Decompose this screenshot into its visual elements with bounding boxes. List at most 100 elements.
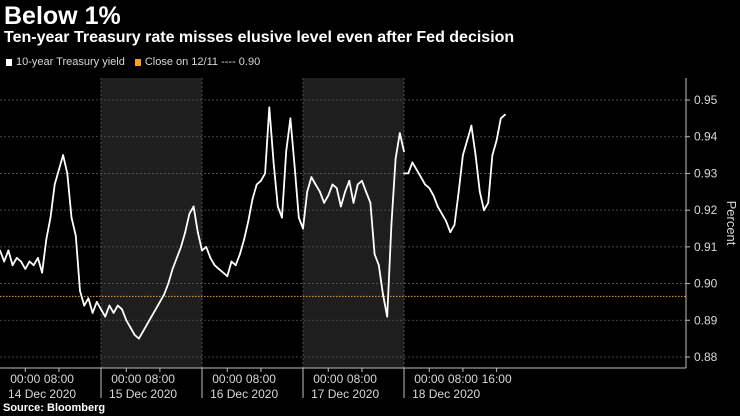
data-point-0-3-13	[356, 183, 359, 186]
data-point-0-2-8	[234, 264, 237, 267]
data-point-0-4-1	[407, 172, 410, 175]
data-point-0-2-7	[230, 260, 233, 263]
data-point-0-3-22	[394, 157, 397, 160]
data-point-0-3-20	[386, 315, 389, 318]
data-point-0-0-17	[70, 216, 73, 219]
data-point-0-3-10	[344, 190, 346, 193]
data-point-0-1-5	[121, 308, 123, 311]
data-point-0-1-1	[104, 315, 107, 318]
data-point-0-1-2	[108, 304, 111, 307]
data-point-0-1-11	[146, 323, 149, 325]
data-point-0-2-12	[251, 198, 254, 201]
data-point-0-0-14	[58, 168, 60, 171]
data-point-0-2-18	[276, 205, 279, 208]
day-shading-group	[101, 78, 405, 368]
data-point-0-0-18	[74, 234, 77, 237]
data-point-0-3-1	[306, 190, 309, 193]
data-point-0-3-21	[390, 223, 393, 226]
series-line-segment-0-2	[201, 106, 304, 278]
data-point-0-1-19	[180, 246, 182, 248]
data-point-0-4-2	[411, 161, 414, 164]
data-point-0-1-23	[196, 231, 199, 234]
x-tick-label-6: 00:00	[313, 372, 343, 386]
data-point-0-1-10	[142, 330, 145, 333]
data-point-0-3-0	[302, 227, 304, 230]
data-point-0-0-2	[7, 249, 10, 252]
data-point-0-2-11	[247, 220, 250, 223]
legend-label-close: Close on 12/11 ---- 0.90	[144, 56, 261, 68]
data-point-0-4-0	[403, 172, 405, 175]
data-point-0-4-8	[436, 205, 439, 208]
y-tick-label-2: 0.90	[694, 277, 718, 291]
data-point-0-3-14	[361, 179, 363, 182]
data-point-0-0-0	[0, 249, 1, 252]
data-point-0-1-12	[150, 315, 153, 318]
data-point-0-4-24	[504, 113, 506, 116]
data-point-0-0-15	[62, 154, 64, 157]
data-point-0-2-22	[293, 165, 296, 168]
data-point-0-4-21	[491, 154, 494, 157]
data-point-0-2-13	[255, 183, 258, 186]
y-axis-label: Percent	[724, 201, 739, 246]
data-point-0-0-3	[11, 264, 14, 267]
y-tick-label-1: 0.89	[694, 313, 718, 327]
data-point-0-1-15	[163, 293, 166, 296]
data-point-0-1-20	[184, 231, 187, 234]
data-point-0-4-13	[457, 190, 460, 193]
data-point-0-1-6	[125, 319, 128, 322]
data-point-0-3-15	[365, 190, 367, 193]
y-tick-label-3: 0.91	[694, 240, 718, 254]
y-tick-label-6: 0.94	[694, 130, 718, 144]
data-point-0-4-18	[478, 190, 481, 193]
data-point-0-2-15	[264, 172, 266, 175]
data-point-0-4-23	[499, 117, 502, 120]
x-day-label-4: 18 Dec 2020	[412, 387, 480, 401]
data-point-0-4-10	[445, 220, 447, 223]
data-point-0-1-17	[171, 268, 174, 270]
data-point-0-4-7	[432, 194, 435, 197]
data-point-0-1-9	[138, 337, 140, 340]
data-point-0-4-19	[483, 209, 485, 212]
x-tick-label-5: 08:00	[246, 372, 276, 386]
data-point-0-3-17	[373, 253, 376, 256]
y-axis: 0.88 0.89 0.90 0.91 0.92 0.93 0.94 0.95	[685, 78, 718, 368]
data-point-0-2-21	[289, 117, 292, 120]
data-point-0-2-4	[217, 268, 220, 270]
x-axis: 00:00 08:00 00:00 08:00 00:00 08:00 00:00 08:00…	[0, 367, 686, 401]
data-point-0-4-17	[474, 154, 477, 157]
data-point-0-2-6	[226, 275, 229, 278]
data-point-0-3-4	[319, 190, 321, 193]
x-tick-label-1: 08:00	[44, 372, 74, 386]
x-tick-label-3: 08:00	[145, 372, 175, 386]
series-group	[0, 106, 506, 340]
data-point-0-0-11	[45, 238, 48, 241]
x-tick-label-2: 00:00	[111, 372, 141, 386]
data-point-0-2-3	[213, 264, 216, 267]
data-point-0-3-11	[348, 179, 351, 182]
data-point-0-2-16	[268, 106, 271, 109]
data-point-0-2-14	[260, 179, 262, 182]
data-point-0-1-18	[175, 257, 178, 259]
data-point-0-3-23	[398, 132, 401, 135]
data-point-0-0-21	[87, 297, 90, 300]
data-point-0-0-20	[83, 304, 86, 307]
data-point-0-1-0	[100, 308, 102, 311]
data-point-0-0-7	[28, 260, 31, 263]
data-point-0-0-16	[66, 172, 69, 175]
data-point-0-0-5	[20, 260, 22, 263]
chart-title: Below 1%	[4, 2, 121, 30]
x-tick-label-4: 00:00	[212, 372, 242, 386]
data-point-0-1-4	[116, 304, 119, 307]
data-point-0-0-8	[32, 264, 35, 267]
data-point-0-0-6	[24, 268, 27, 270]
x-tick-label-0: 00:00	[10, 372, 40, 386]
data-point-0-3-8	[335, 187, 338, 190]
shaded-day-band-1	[303, 78, 405, 368]
data-point-0-1-14	[159, 301, 161, 303]
data-point-0-4-14	[462, 154, 464, 157]
data-point-0-2-5	[222, 271, 225, 274]
data-point-0-2-1	[205, 246, 208, 248]
data-point-0-4-11	[449, 231, 452, 234]
chart-subtitle: Ten-year Treasury rate misses elusive le…	[4, 29, 515, 46]
data-point-0-1-16	[167, 282, 170, 285]
